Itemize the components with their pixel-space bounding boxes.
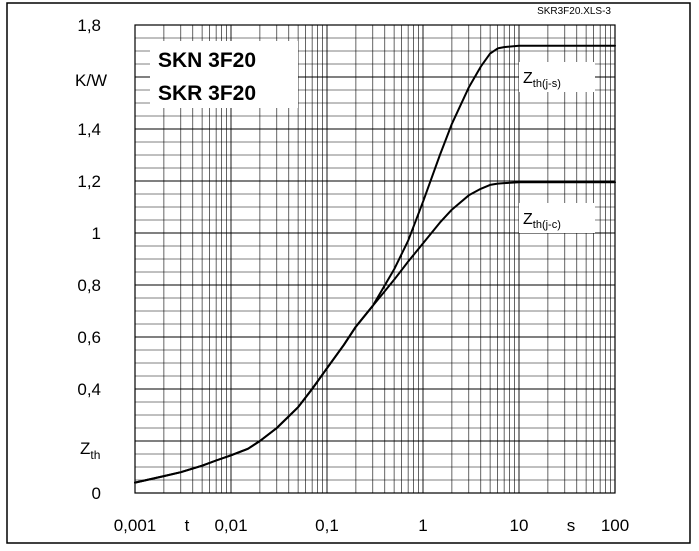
series-label-jc-sub: th(j-c) xyxy=(533,219,561,231)
x-tick-label: 10 xyxy=(510,516,529,535)
y-tick-label: 1,4 xyxy=(77,120,101,139)
y-tick-label: 1,2 xyxy=(77,172,101,191)
y-tick-label: 0,6 xyxy=(77,328,101,347)
series-label-js: Zth(j-s) xyxy=(523,70,561,90)
y-tick-label: 1 xyxy=(92,224,101,243)
outer-frame xyxy=(6,2,691,544)
title-line-2: SKR 3F20 xyxy=(158,82,256,105)
y-tick-label: 0,4 xyxy=(77,380,101,399)
title-box xyxy=(150,41,298,108)
y-unit-label: K/W xyxy=(75,71,107,90)
plot-border xyxy=(134,24,616,494)
series-line-zth-j-c xyxy=(134,181,616,484)
y-symbol-label: Zth xyxy=(80,439,100,462)
curves xyxy=(134,44,616,484)
series-label-box-jc xyxy=(519,203,595,233)
x-symbol-label: t xyxy=(185,516,190,535)
series-label-js-sub: th(j-s) xyxy=(533,78,561,90)
series-label-jc: Zth(j-c) xyxy=(523,211,561,231)
series-label-jc-main: Z xyxy=(523,211,533,228)
x-tick-label: 0,1 xyxy=(315,516,339,535)
y-tick-label: 1,8 xyxy=(77,16,101,35)
x-tick-label: 1 xyxy=(418,516,427,535)
x-tick-label: 100 xyxy=(601,516,629,535)
y-symbol-sub: th xyxy=(90,448,100,462)
series-label-js-main: Z xyxy=(523,70,533,87)
y-symbol-main: Z xyxy=(80,439,90,458)
y-tick-labels: 0 0,4 0,6 0,8 1 1,2 1,4 1,8 xyxy=(77,16,101,503)
series-label-box-js xyxy=(519,62,595,92)
x-tick-label: 0,001 xyxy=(114,516,157,535)
series-line-zth-j-s xyxy=(134,44,616,484)
x-tick-labels: 0,001 0,01 0,1 1 10 100 xyxy=(114,516,629,535)
y-tick-label: 0 xyxy=(92,484,101,503)
x-unit-label: s xyxy=(567,516,576,535)
x-tick-label: 0,01 xyxy=(214,516,247,535)
source-label: SKR3F20.XLS-3 xyxy=(537,6,611,17)
title-line-1: SKN 3F20 xyxy=(158,49,256,72)
y-tick-label: 0,8 xyxy=(77,276,101,295)
